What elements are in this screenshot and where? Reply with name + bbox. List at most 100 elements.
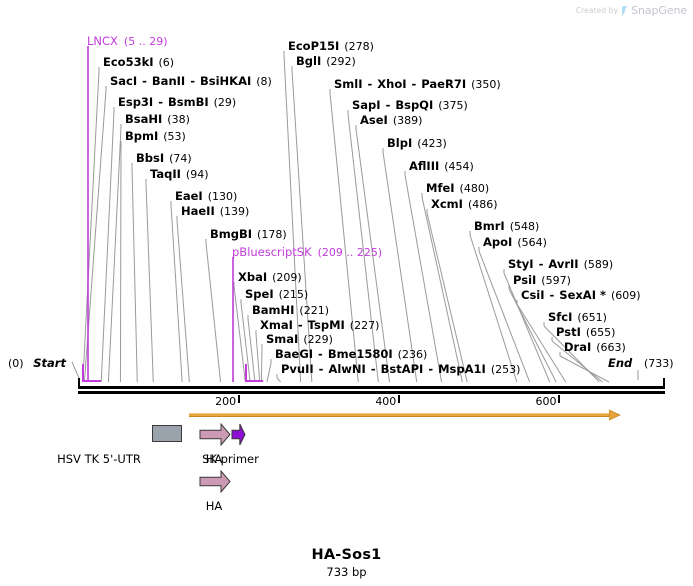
enzyme-cut-position: (130)	[207, 190, 238, 203]
enzyme-name-separator: -	[407, 77, 421, 91]
enzyme-label-asei[interactable]: AseI (389)	[360, 114, 422, 127]
enzyme-name: BamHI	[252, 303, 295, 317]
enzyme-label-psii[interactable]: PsiI (597)	[513, 274, 571, 287]
enzyme-label-psti[interactable]: PstI (655)	[556, 326, 615, 339]
enzyme-cut-position: (564)	[517, 236, 547, 249]
enzyme-label-bmgbi[interactable]: BmgBI (178)	[210, 228, 287, 241]
leader-line	[516, 303, 567, 383]
enzyme-cut-position: (609)	[611, 289, 641, 302]
enzyme-cut-position: (454)	[444, 160, 474, 173]
enzyme-label-eaei[interactable]: EaeI (130)	[175, 190, 237, 203]
feature-glyph-arrow-sk-primer-2[interactable]	[231, 423, 246, 446]
enzyme-name: HaeII	[181, 204, 215, 218]
enzyme-label-taqii[interactable]: TaqII (94)	[150, 168, 209, 181]
feature-name: LNCX	[87, 34, 118, 48]
leader-line	[543, 325, 600, 383]
enzyme-label-mfei[interactable]: MfeI (480)	[426, 182, 489, 195]
enzyme-name: TspMI	[307, 318, 345, 332]
enzyme-name-separator: -	[186, 74, 199, 88]
enzyme-label-baegi[interactable]: BaeGI - Bme1580I (236)	[275, 348, 427, 361]
enzyme-label-bsahi[interactable]: BsaHI (38)	[125, 113, 190, 126]
enzyme-label-sfci[interactable]: SfcI (651)	[548, 311, 607, 324]
enzyme-name: DraI	[564, 340, 592, 354]
ruler-label-600: 600	[535, 395, 557, 408]
enzyme-label-bmri[interactable]: BmrI (548)	[474, 220, 539, 233]
enzyme-label-xmai[interactable]: XmaI - TspMI (227)	[260, 319, 379, 332]
leader-line	[100, 110, 115, 383]
leader-line	[478, 250, 531, 383]
leader-line	[82, 70, 100, 383]
orf-arrow-shaft[interactable]	[189, 413, 610, 417]
enzyme-label-haeii[interactable]: HaeII (139)	[181, 205, 249, 218]
enzyme-name-separator: -	[363, 77, 377, 91]
enzyme-label-xbai[interactable]: XbaI (209)	[238, 271, 302, 284]
feature-glyph-arrow-ha-3[interactable]	[199, 470, 231, 493]
enzyme-name: PaeR7I	[421, 77, 467, 91]
feature-glyph-utr-box[interactable]	[152, 425, 182, 442]
enzyme-name: PvuII	[281, 362, 314, 376]
enzyme-name: BsiHKAI	[199, 74, 252, 88]
enzyme-name: BbsI	[136, 151, 165, 165]
leader-line	[503, 272, 551, 383]
enzyme-label-smai[interactable]: SmaI (229)	[266, 333, 333, 346]
enzyme-cut-position: (229)	[303, 333, 333, 346]
enzyme-name: BaeGI	[275, 347, 314, 361]
enzyme-label-drai[interactable]: DraI (663)	[564, 341, 626, 354]
enzyme-label-bamhi[interactable]: BamHI (221)	[252, 304, 329, 317]
enzyme-label-blpi[interactable]: BlpI (423)	[387, 137, 447, 150]
leader-line	[291, 69, 313, 383]
leader-line	[559, 355, 610, 383]
enzyme-cut-position: (480)	[459, 182, 490, 195]
enzyme-label-apoi[interactable]: ApoI (564)	[483, 236, 547, 249]
leader-line	[119, 144, 122, 383]
feature-label-pbluescriptsk[interactable]: pBluescriptSK (209 .. 225)	[232, 246, 382, 259]
enzyme-name: PsiI	[513, 273, 537, 287]
enzyme-name: BsmBI	[168, 95, 209, 109]
ruler-tick-200	[238, 395, 241, 403]
enzyme-label-esp3i[interactable]: Esp3I - BsmBI (29)	[118, 96, 236, 109]
enzyme-label-ecop15i[interactable]: EcoP15I (278)	[288, 40, 374, 53]
feature-label-lncx[interactable]: LNCX (5 .. 29)	[87, 35, 168, 48]
enzyme-name: BstAPI	[380, 362, 424, 376]
leader-line	[145, 182, 154, 383]
enzyme-name: XbaI	[238, 270, 268, 284]
enzyme-label-xcmi[interactable]: XcmI (486)	[431, 198, 498, 211]
enzyme-name: Bme1580I	[327, 347, 393, 361]
enzyme-label-bpmi[interactable]: BpmI (53)	[125, 130, 186, 143]
feature-glyph-arrow-ha-1[interactable]	[199, 423, 231, 446]
leader-line	[170, 204, 183, 383]
sequence-bar-top-strand	[78, 386, 665, 389]
ruler-label-200: 200	[215, 395, 237, 408]
ruler-label-400: 400	[375, 395, 397, 408]
enzyme-cut-position: (292)	[326, 55, 356, 68]
leader-line	[260, 347, 263, 383]
enzyme-name: SpeI	[245, 287, 274, 301]
enzyme-label-sapi[interactable]: SapI - BspQI (375)	[352, 99, 468, 112]
sequence-bar-left-cap	[78, 378, 80, 387]
enzyme-name: PstI	[556, 325, 581, 339]
enzyme-cut-position: (663)	[596, 341, 626, 354]
leader-line	[426, 212, 468, 383]
enzyme-label-saci[interactable]: SacI - BanII - BsiHKAI (8)	[110, 75, 272, 88]
enzyme-label-bbsi[interactable]: BbsI (74)	[136, 152, 192, 165]
enzyme-label-eco53ki[interactable]: Eco53kI (6)	[103, 56, 174, 69]
enzyme-name-separator: -	[314, 347, 327, 361]
sequence-feature-segment-1	[245, 380, 264, 382]
enzyme-label-pvuii[interactable]: PvuII - AlwNI - BstAPI - MspA1I (253)	[281, 363, 520, 376]
enzyme-label-smli[interactable]: SmlI - XhoI - PaeR7I (350)	[334, 78, 501, 91]
enzyme-name: XmaI	[260, 318, 293, 332]
enzyme-name: Eco53kI	[103, 55, 154, 69]
orf-arrow-head[interactable]	[609, 409, 621, 422]
end-label: End	[608, 356, 633, 370]
enzyme-name: BspQI	[395, 98, 434, 112]
enzyme-label-styi[interactable]: StyI - AvrII (589)	[508, 258, 613, 271]
enzyme-name: EcoP15I	[288, 39, 340, 53]
enzyme-cut-position: (74)	[169, 152, 192, 165]
enzyme-label-csii[interactable]: CsiI - SexAI * (609)	[521, 289, 641, 302]
enzyme-label-bgli[interactable]: BglI (292)	[296, 55, 356, 68]
enzyme-label-spei[interactable]: SpeI (215)	[245, 288, 308, 301]
enzyme-label-afliii[interactable]: AflIII (454)	[409, 160, 474, 173]
enzyme-cut-position: (29)	[213, 96, 237, 109]
